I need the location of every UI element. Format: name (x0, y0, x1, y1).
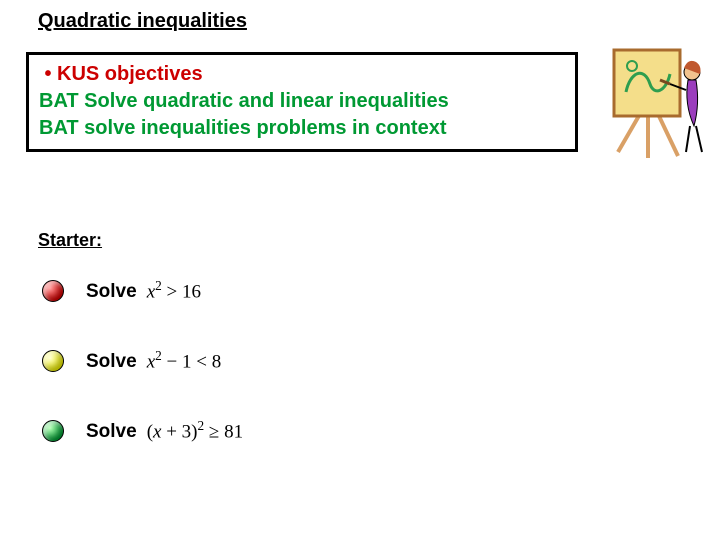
starter-item-3: Solve(x + 3)2 ≥ 81 (42, 418, 243, 443)
starter-item-2: Solvex2 − 1 < 8 (42, 348, 221, 373)
math-var: x (147, 281, 155, 302)
math-rest: − 1 < 8 (162, 351, 221, 372)
starter-item-1: Solvex2 > 16 (42, 278, 201, 303)
easel-leg (618, 114, 640, 152)
objectives-box: • KUS objectives BAT Solve quadratic and… (26, 52, 578, 152)
objective-text-1: KUS objectives (57, 63, 203, 85)
bullet-dot: • (39, 61, 57, 88)
bullet-ball-green (42, 420, 64, 442)
math-sup: 2 (155, 348, 162, 363)
math-mid: + 3) (161, 421, 197, 442)
easel-clipart (600, 44, 710, 164)
solve-label: Solve (86, 351, 137, 372)
starter-label: Starter: (38, 230, 102, 251)
objective-line-2: BAT Solve quadratic and linear inequalit… (39, 88, 565, 115)
artist-leg (686, 126, 690, 152)
bullet-ball-red (42, 280, 64, 302)
easel-leg (658, 114, 678, 156)
math-rest: ≥ 81 (204, 421, 243, 442)
math-expression-2: Solvex2 − 1 < 8 (86, 348, 221, 373)
math-expression-1: Solvex2 > 16 (86, 278, 201, 303)
artist-leg (696, 126, 702, 152)
math-expression-3: Solve(x + 3)2 ≥ 81 (86, 418, 243, 443)
math-var: x (147, 351, 155, 372)
artist-body (687, 80, 698, 126)
math-sup: 2 (155, 278, 162, 293)
solve-label: Solve (86, 421, 137, 442)
page-title: Quadratic inequalities (38, 10, 247, 33)
slide: Quadratic inequalities • KUS objectives … (0, 0, 720, 540)
easel-svg (600, 44, 710, 164)
math-rest: > 16 (162, 281, 201, 302)
objective-line-3: BAT solve inequalities problems in conte… (39, 115, 565, 142)
solve-label: Solve (86, 281, 137, 302)
bullet-ball-yellow (42, 350, 64, 372)
objective-line-1: • KUS objectives (39, 61, 565, 88)
